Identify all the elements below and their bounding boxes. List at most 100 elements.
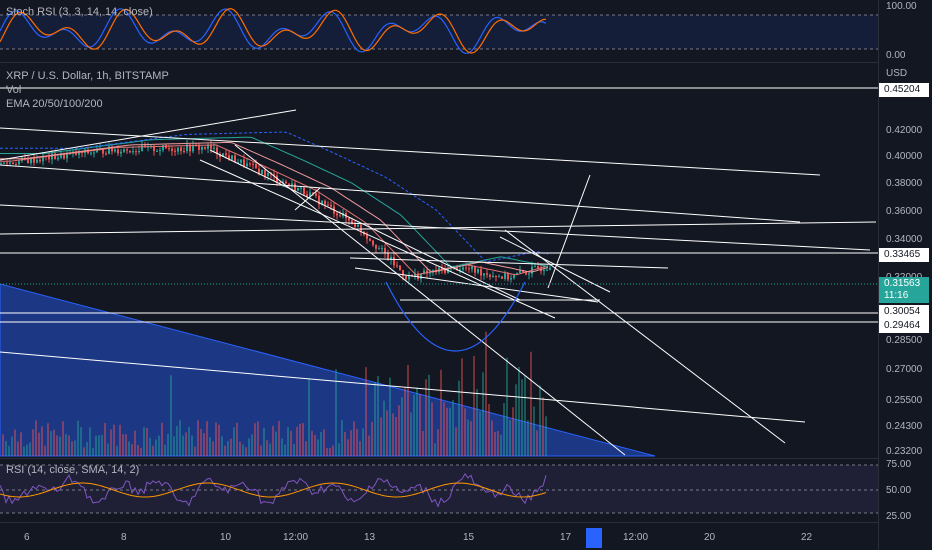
candle-body bbox=[3, 162, 5, 164]
candle-body bbox=[66, 154, 68, 159]
stoch-tick: 100.00 bbox=[886, 1, 917, 12]
candle-body bbox=[294, 183, 296, 191]
volume-bar bbox=[437, 429, 439, 456]
rsi-label[interactable]: RSI (14, close, SMA, 14, 2) bbox=[6, 464, 140, 476]
volume-bar bbox=[194, 446, 196, 456]
volume-bar bbox=[344, 432, 346, 456]
candle-body bbox=[297, 188, 299, 191]
candle-body bbox=[174, 150, 176, 152]
level-label: 0.33465 bbox=[879, 248, 929, 262]
candle-body bbox=[102, 148, 104, 154]
volume-bar bbox=[494, 432, 496, 456]
candle-body bbox=[486, 273, 488, 275]
volume-bar bbox=[362, 428, 364, 456]
volume-bar bbox=[221, 436, 223, 456]
candle-body bbox=[234, 155, 236, 163]
volume-bar bbox=[173, 436, 175, 456]
volume-bar bbox=[410, 412, 412, 456]
candle-body bbox=[429, 271, 431, 274]
candle-body bbox=[501, 276, 503, 279]
candle-body bbox=[369, 238, 371, 241]
candle-body bbox=[198, 145, 200, 150]
candle-body bbox=[537, 266, 539, 269]
trend-line bbox=[294, 187, 321, 211]
candle-body bbox=[282, 181, 284, 183]
volume-bar bbox=[116, 445, 118, 456]
volume-bar bbox=[338, 443, 340, 456]
volume-bar bbox=[524, 375, 526, 456]
volume-bar bbox=[317, 439, 319, 456]
volume-bar bbox=[509, 420, 511, 456]
time-range-marker[interactable] bbox=[586, 528, 602, 548]
volume-bar bbox=[314, 435, 316, 456]
bar-countdown: 11:16 bbox=[884, 290, 909, 301]
volume-bar bbox=[521, 379, 523, 456]
candle-body bbox=[18, 160, 20, 165]
volume-bar bbox=[179, 420, 181, 456]
ema-label[interactable]: EMA 20/50/100/200 bbox=[6, 98, 103, 110]
volume-bar bbox=[464, 408, 466, 456]
volume-bar bbox=[455, 427, 457, 456]
candle-body bbox=[480, 268, 482, 276]
volume-bar bbox=[164, 444, 166, 456]
volume-bar bbox=[83, 447, 85, 456]
candle-body bbox=[396, 265, 398, 267]
candle-body bbox=[54, 153, 56, 160]
volume-bar bbox=[233, 427, 235, 456]
trend-line bbox=[199, 159, 556, 319]
candle-body bbox=[393, 257, 395, 266]
candle-body bbox=[42, 156, 44, 162]
price-tick: 0.24300 bbox=[886, 421, 923, 432]
volume-bar bbox=[212, 441, 214, 456]
volume-bar bbox=[131, 444, 133, 456]
volume-bar bbox=[500, 434, 502, 456]
candle-body bbox=[204, 146, 206, 149]
ema-50-line bbox=[0, 141, 549, 273]
volume-bar bbox=[533, 406, 535, 456]
candle-body bbox=[402, 270, 404, 276]
price-tick: 0.36000 bbox=[886, 206, 923, 217]
volume-bar bbox=[74, 440, 76, 456]
candle-body bbox=[525, 272, 527, 275]
ema-200-line bbox=[0, 131, 549, 263]
volume-bar bbox=[122, 434, 124, 456]
volume-bar bbox=[35, 420, 37, 456]
candle-body bbox=[177, 147, 179, 152]
symbol-title[interactable]: XRP / U.S. Dollar, 1h, BITSTAMP bbox=[6, 70, 169, 82]
trend-line bbox=[0, 204, 871, 251]
volume-bar bbox=[137, 444, 139, 456]
volume-bar bbox=[272, 425, 274, 456]
candle-body bbox=[261, 169, 263, 175]
candle-body bbox=[315, 193, 317, 196]
candle-body bbox=[489, 274, 491, 277]
volume-bar bbox=[416, 387, 418, 456]
stoch-rsi-label[interactable]: Stoch RSI (3, 3, 14, 14, close) bbox=[6, 6, 153, 18]
candle-body bbox=[162, 145, 164, 151]
volume-bar bbox=[44, 445, 46, 456]
volume-bar bbox=[53, 429, 55, 456]
volume-bar bbox=[296, 426, 298, 456]
volume-bar bbox=[440, 369, 442, 456]
candle-body bbox=[372, 240, 374, 246]
volume-bar bbox=[98, 435, 100, 456]
volume-bar bbox=[335, 369, 337, 456]
candle-body bbox=[546, 269, 548, 271]
volume-bar bbox=[428, 374, 430, 456]
volume-bar bbox=[86, 441, 88, 456]
time-tick: 8 bbox=[121, 532, 127, 543]
volume-bar bbox=[545, 416, 547, 456]
volume-bar bbox=[188, 426, 190, 456]
candle-body bbox=[0, 162, 2, 164]
candle-body bbox=[273, 174, 275, 176]
volume-bar bbox=[281, 438, 283, 456]
volume-bar bbox=[380, 417, 382, 456]
price-tick: 0.42000 bbox=[886, 125, 923, 136]
candle-body bbox=[528, 273, 530, 275]
candle-body bbox=[477, 268, 479, 273]
price-pane[interactable] bbox=[0, 87, 878, 457]
volume-bar bbox=[104, 422, 106, 456]
volume-bar bbox=[41, 426, 43, 456]
vol-label[interactable]: Vol bbox=[6, 84, 22, 96]
volume-bar bbox=[470, 421, 472, 456]
